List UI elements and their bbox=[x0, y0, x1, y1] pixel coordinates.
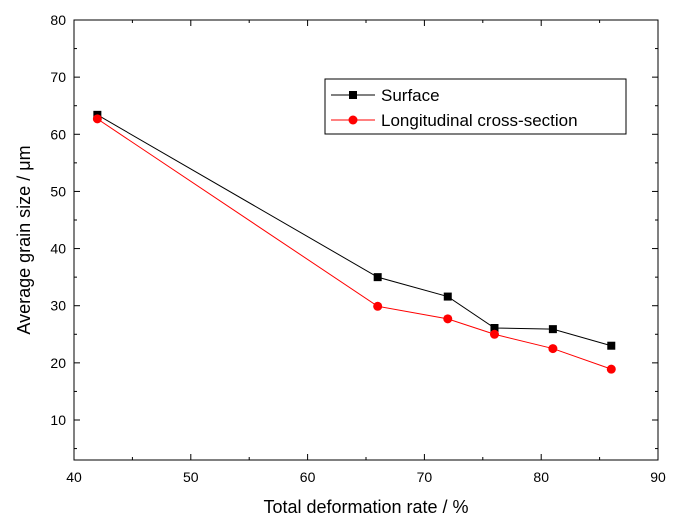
x-axis-title: Total deformation rate / % bbox=[263, 497, 468, 517]
series-layer bbox=[92, 110, 616, 374]
plot-frame bbox=[73, 19, 659, 461]
surface-point bbox=[373, 273, 382, 282]
longitudinal-point bbox=[92, 114, 102, 124]
x-tick-label: 80 bbox=[533, 469, 549, 485]
surface-point bbox=[548, 325, 557, 334]
surface-point bbox=[443, 292, 452, 301]
legend-box bbox=[324, 78, 627, 135]
x-tick-label: 60 bbox=[300, 469, 316, 485]
x-tick-label: 50 bbox=[183, 469, 199, 485]
ticks-layer: 40 50 60 70 80 90 10 20 30 40 50 60 70 80 bbox=[50, 12, 666, 485]
surface-point bbox=[490, 324, 499, 332]
legend: Surface Longitudinal cross-section bbox=[324, 78, 627, 135]
y-tick-label: 20 bbox=[50, 355, 66, 371]
y-tick-label: 80 bbox=[50, 12, 66, 28]
y-tick-label: 40 bbox=[50, 241, 66, 257]
y-axis-title: Average grain size / μm bbox=[14, 145, 34, 334]
x-tick-label: 70 bbox=[417, 469, 433, 485]
y-tick-label: 10 bbox=[50, 412, 66, 428]
longitudinal-point bbox=[443, 314, 453, 324]
x-tick-label: 40 bbox=[66, 469, 82, 485]
legend-marker-circle bbox=[348, 115, 358, 125]
longitudinal-point bbox=[606, 364, 616, 374]
legend-marker-square bbox=[349, 91, 357, 99]
y-tick-label: 60 bbox=[50, 126, 66, 142]
longitudinal-point bbox=[489, 329, 499, 339]
surface-point bbox=[607, 341, 616, 350]
longitudinal-point bbox=[548, 344, 558, 354]
y-tick-label: 70 bbox=[50, 69, 66, 85]
longitudinal-point bbox=[373, 301, 383, 311]
y-tick-label: 50 bbox=[50, 183, 66, 199]
legend-label: Surface bbox=[381, 86, 440, 105]
legend-label: Longitudinal cross-section bbox=[381, 111, 578, 130]
series-line-2 bbox=[97, 118, 612, 370]
series-line-1 bbox=[97, 114, 612, 347]
x-tick-label: 90 bbox=[650, 469, 666, 485]
y-tick-label: 30 bbox=[50, 298, 66, 314]
